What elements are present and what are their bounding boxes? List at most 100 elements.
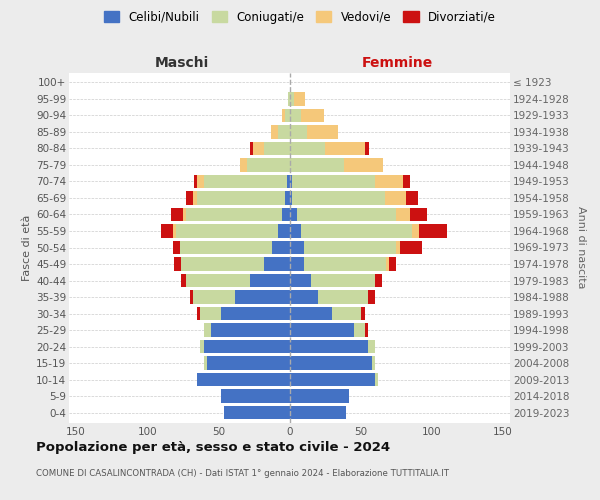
Bar <box>292 192 385 204</box>
Y-axis label: Anni di nascita: Anni di nascita <box>576 206 586 288</box>
Bar <box>307 126 338 138</box>
Bar <box>304 241 396 254</box>
Bar <box>353 324 365 336</box>
Bar <box>301 109 323 122</box>
Y-axis label: Fasce di età: Fasce di età <box>22 214 32 280</box>
Bar <box>361 307 365 320</box>
Bar <box>294 92 305 106</box>
Bar <box>290 324 353 336</box>
Bar <box>235 290 290 304</box>
Bar <box>412 224 419 237</box>
Bar <box>193 290 235 304</box>
Bar <box>290 142 325 155</box>
Bar <box>181 274 185 287</box>
Bar <box>253 142 264 155</box>
Bar <box>204 356 207 370</box>
Bar <box>290 340 368 353</box>
Bar <box>290 158 344 172</box>
Bar <box>385 192 406 204</box>
Bar <box>285 192 290 204</box>
Bar <box>278 224 290 237</box>
Bar <box>264 258 290 270</box>
Bar <box>296 208 396 221</box>
Bar <box>290 175 292 188</box>
Bar <box>197 373 290 386</box>
Bar <box>386 258 389 270</box>
Bar <box>247 158 290 172</box>
Bar <box>283 208 290 221</box>
Bar <box>287 175 290 188</box>
Bar <box>173 224 176 237</box>
Bar <box>290 92 294 106</box>
Bar <box>396 241 400 254</box>
Bar <box>250 142 253 155</box>
Bar <box>311 274 375 287</box>
Bar <box>200 307 221 320</box>
Bar <box>174 258 181 270</box>
Text: COMUNE DI CASALINCONTRADA (CH) - Dati ISTAT 1° gennaio 2024 - Elaborazione TUTTI: COMUNE DI CASALINCONTRADA (CH) - Dati IS… <box>36 469 449 478</box>
Bar <box>290 224 301 237</box>
Bar <box>304 258 386 270</box>
Bar <box>272 241 290 254</box>
Bar <box>181 258 264 270</box>
Bar <box>240 158 247 172</box>
Bar <box>288 92 290 106</box>
Bar <box>290 274 311 287</box>
Bar <box>207 356 290 370</box>
Bar <box>396 208 410 221</box>
Bar <box>221 307 290 320</box>
Bar <box>176 224 278 237</box>
Bar <box>419 224 448 237</box>
Bar <box>368 340 375 353</box>
Bar <box>172 208 183 221</box>
Bar <box>365 324 368 336</box>
Bar <box>290 241 304 254</box>
Bar <box>400 241 422 254</box>
Bar <box>161 224 173 237</box>
Bar <box>264 142 290 155</box>
Bar <box>406 192 418 204</box>
Bar <box>190 290 193 304</box>
Bar <box>290 307 332 320</box>
Bar <box>197 307 200 320</box>
Bar <box>318 290 368 304</box>
Bar <box>365 142 369 155</box>
Bar <box>173 241 180 254</box>
Bar <box>183 208 185 221</box>
Bar <box>292 175 375 188</box>
Text: Femmine: Femmine <box>362 56 433 70</box>
Bar <box>204 340 290 353</box>
Bar <box>221 390 290 402</box>
Bar <box>283 109 285 122</box>
Bar <box>271 126 278 138</box>
Bar <box>211 324 290 336</box>
Bar <box>197 175 204 188</box>
Bar <box>180 241 272 254</box>
Bar <box>301 224 412 237</box>
Bar <box>290 390 349 402</box>
Text: Popolazione per età, sesso e stato civile - 2024: Popolazione per età, sesso e stato civil… <box>36 441 390 454</box>
Bar <box>410 208 427 221</box>
Bar <box>368 290 375 304</box>
Bar <box>197 192 285 204</box>
Bar <box>290 192 292 204</box>
Bar <box>194 175 197 188</box>
Bar <box>204 175 287 188</box>
Bar <box>278 126 290 138</box>
Bar <box>290 356 372 370</box>
Bar <box>375 373 378 386</box>
Bar <box>290 373 375 386</box>
Bar <box>204 324 211 336</box>
Bar <box>389 258 396 270</box>
Bar <box>332 307 361 320</box>
Bar <box>290 290 318 304</box>
Bar <box>375 274 382 287</box>
Bar <box>185 274 250 287</box>
Bar <box>185 208 283 221</box>
Legend: Celibi/Nubili, Coniugati/e, Vedovi/e, Divorziati/e: Celibi/Nubili, Coniugati/e, Vedovi/e, Di… <box>99 6 501 28</box>
Bar <box>372 356 375 370</box>
Bar <box>325 142 365 155</box>
Bar <box>185 192 193 204</box>
Bar <box>193 192 197 204</box>
Bar <box>375 175 403 188</box>
